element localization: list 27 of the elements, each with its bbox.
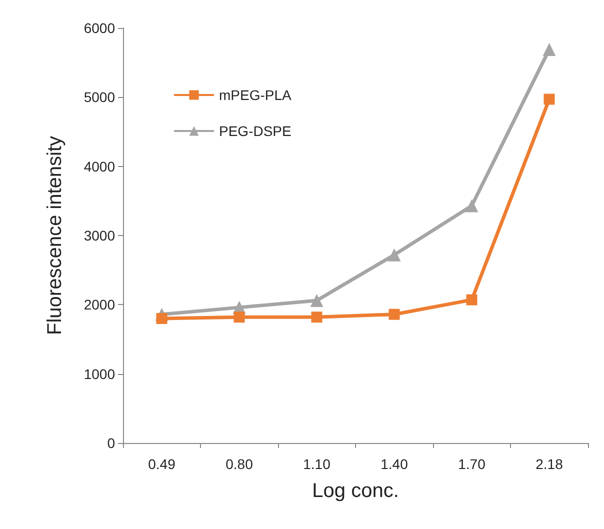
legend-label: mPEG-PLA [219,87,292,103]
y-tick-label: 6000 [84,20,116,36]
y-axis-title: Fluorescence intensity [44,136,66,335]
x-tick-label: 1.70 [458,456,486,472]
point [156,313,168,324]
y-tick-label: 2000 [84,296,116,313]
y-tick-label: 5000 [84,89,116,106]
point [234,312,245,323]
legend-label: PEG-DSPE [219,123,292,139]
x-tick-label: 0.80 [226,456,254,472]
point [311,312,322,323]
y-tick-label: 0 [107,435,116,451]
y-tick-label: 4000 [84,158,116,174]
x-tick-label: 1.40 [380,456,408,472]
x-tick-label: 2.18 [536,456,564,472]
x-tick-label: 1.10 [303,456,331,472]
y-tick-label: 3000 [84,228,116,244]
point [388,308,400,320]
point [466,294,478,306]
point [542,42,556,56]
point [310,294,324,308]
point [388,248,401,262]
x-axis-title: Log conc. [312,480,399,502]
x-tick-label: 0.49 [148,456,176,472]
point [465,199,478,212]
y-tick-label: 1000 [84,366,116,382]
point [544,94,555,105]
